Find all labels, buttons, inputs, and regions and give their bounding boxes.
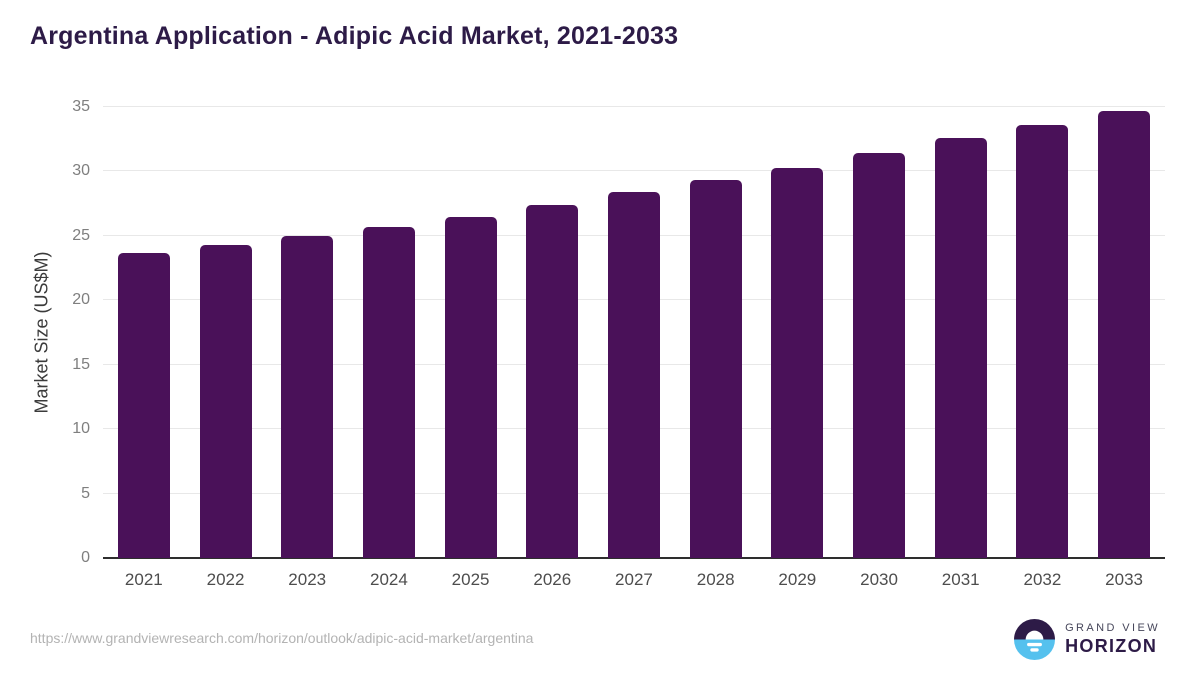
bar-cell-2029 [757, 107, 839, 558]
bar-2029 [771, 167, 824, 558]
bar-cell-2022 [185, 107, 267, 558]
bar-2026 [526, 204, 579, 558]
y-tick-label-5: 5 [81, 484, 90, 502]
y-tick-label-10: 10 [72, 420, 90, 438]
bar-2028 [689, 180, 742, 558]
bar-2025 [444, 216, 497, 558]
y-tick-label-15: 15 [72, 355, 90, 373]
bar-2030 [853, 153, 906, 558]
x-tick-label-2030: 2030 [860, 570, 898, 589]
logo-wordmark: GRAND VIEW HORIZON [1065, 622, 1160, 657]
x-tick-label-2026: 2026 [533, 570, 572, 589]
bar-cell-2027 [593, 107, 675, 558]
x-tick-label-2021: 2021 [124, 570, 163, 589]
bar-2031 [934, 137, 987, 558]
bar-2032 [1016, 125, 1069, 558]
bar-2024 [362, 226, 415, 558]
logo-brand-line1: GRAND VIEW [1065, 622, 1160, 634]
bar-cell-2033 [1083, 107, 1165, 558]
x-tick-label-2027: 2027 [615, 570, 653, 589]
x-tick-label-2022: 2022 [206, 570, 245, 589]
plot-area: 0 5 10 15 20 25 30 35 [72, 98, 1165, 566]
bar-2021 [117, 252, 170, 558]
bar-cell-2028 [675, 107, 757, 558]
bar-cell-2031 [920, 107, 1002, 558]
bar-cell-2026 [511, 107, 593, 558]
y-tick-label-35: 35 [72, 98, 90, 115]
y-tick-label-20: 20 [72, 291, 90, 309]
bar-cell-2023 [266, 107, 348, 558]
x-axis-tick-labels: 2021 2022 2023 2024 2025 2026 2027 2028 2029 2030… [103, 570, 1165, 590]
gridline-30 [103, 170, 1165, 172]
bar-cell-2024 [348, 107, 430, 558]
bar-2022 [199, 244, 252, 558]
grand-view-horizon-logo: GRAND VIEW HORIZON [1014, 619, 1160, 660]
x-axis-line [103, 557, 1165, 559]
bars-container [103, 107, 1165, 558]
bar-2023 [281, 235, 334, 558]
source-url: https://www.grandviewresearch.com/horizo… [30, 630, 534, 646]
logo-brand-line2: HORIZON [1065, 636, 1158, 656]
x-tick-label-2024: 2024 [369, 570, 408, 589]
bar-2027 [607, 192, 660, 558]
x-tick-label-2023: 2023 [288, 570, 327, 589]
x-tick-label-2025: 2025 [451, 570, 490, 589]
bar-cell-2030 [838, 107, 920, 558]
x-tick-label-2031: 2031 [941, 570, 980, 589]
bar-cell-2025 [430, 107, 512, 558]
x-tick-label-2029: 2029 [778, 570, 817, 589]
y-tick-label-25: 25 [72, 226, 90, 244]
y-tick-label-30: 30 [72, 162, 90, 180]
x-tick-label-2028: 2028 [696, 570, 735, 589]
chart-title: Argentina Application - Adipic Acid Mark… [30, 22, 679, 50]
y-tick-label-0: 0 [81, 549, 90, 566]
sun-horizon-logo-icon [1014, 619, 1056, 660]
bar-2033 [1098, 110, 1151, 558]
y-axis-title: Market Size (US$M) [31, 251, 52, 414]
x-tick-label-2032: 2032 [1023, 570, 1062, 589]
bar-cell-2021 [103, 107, 185, 558]
bar-cell-2032 [1002, 107, 1084, 558]
x-tick-label-2033: 2033 [1105, 570, 1143, 589]
gridline-35 [103, 106, 1165, 107]
